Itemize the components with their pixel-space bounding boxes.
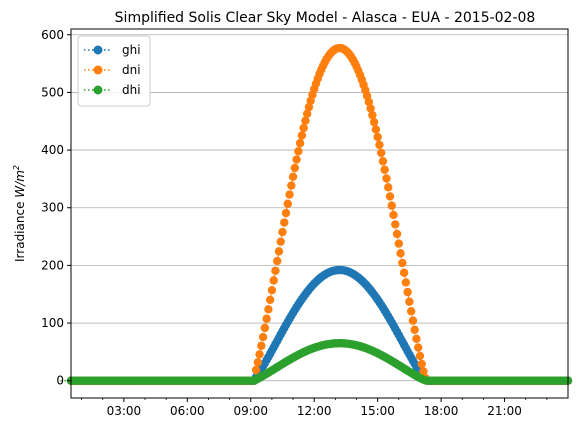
y-tick-label: 100 [41,316,64,330]
point-dni [278,227,287,237]
point-dni [417,359,426,369]
y-axis-label: Irradiance W/m2 [12,165,27,262]
x-tick-label: 03:00 [107,404,142,418]
x-tick-label: 06:00 [170,404,205,418]
point-dni [253,358,263,367]
point-dni [415,351,425,361]
legend-marker-ghi [93,45,103,55]
point-dni [299,123,308,133]
point-dni [405,297,414,306]
point-dni [406,307,416,316]
point-dni [304,102,314,112]
point-dni [368,110,377,120]
point-dni [376,148,386,158]
point-dni [373,132,382,142]
point-dni [396,249,405,258]
point-dni [287,181,296,190]
point-dni [281,208,291,218]
point-dni [302,109,312,118]
point-dni [251,365,261,375]
point-dni [389,210,398,220]
point-dni [385,192,395,201]
x-axis: 03:00 06:00 09:00 12:00 15:00 18:00 21:00 [81,398,548,418]
point-dni [375,140,384,150]
x-tick-label: 15:00 [360,404,395,418]
point-dni [294,147,303,156]
point-dni [394,239,404,248]
point-dni [285,190,294,199]
point-dni [262,314,271,323]
point-dni [382,174,391,183]
x-tick-label: 18:00 [424,404,459,418]
point-dni [269,276,278,285]
series-dhi [60,339,573,385]
point-dni [274,247,284,256]
y-tick-label: 500 [41,85,64,99]
point-dni [297,131,307,140]
point-dni [369,117,379,127]
legend: ghi dni dhi [77,35,151,107]
point-dni [410,325,419,335]
point-dni [419,367,428,376]
y-tick-label: 0 [56,374,64,388]
point-dni [412,334,421,344]
point-dni [414,343,423,352]
gridlines [71,34,568,382]
x-tick-label: 09:00 [233,404,268,418]
y-tick-label: 400 [41,143,64,157]
point-dni [392,229,402,239]
series-ghi [60,265,573,385]
point-dni [265,295,275,304]
point-dni [267,285,277,295]
point-dni [264,305,273,314]
plot-frame [70,28,569,399]
point-dni [258,332,268,342]
point-dni [364,97,374,107]
point-dni [391,220,400,229]
y-tick-label: 200 [41,258,64,272]
point-dni [260,323,270,333]
point-dni [280,218,289,227]
chart-title: Simplified Solis Clear Sky Model - Alasc… [115,10,536,26]
legend-marker-dni [93,65,103,75]
point-dni [366,104,375,113]
point-dni [384,183,393,192]
point-dni [255,350,264,359]
point-dni [283,199,292,208]
legend-marker-dhi [93,85,103,95]
y-tick-label: 300 [41,201,64,215]
series-layer [60,43,573,385]
point-dni [257,341,266,351]
point-dni [288,172,298,181]
point-dni [408,316,418,325]
point-dni [403,287,412,297]
point-dni [378,157,388,166]
point-dni [292,155,301,164]
x-tick-label: 21:00 [487,404,522,418]
point-dni [401,278,411,287]
y-axis: 0 100 200 300 400 500 600 [41,28,71,388]
point-dni [290,163,300,173]
x-tick-label: 12:00 [297,404,332,418]
point-dni [271,266,280,275]
point-dni [398,258,407,268]
y-tick-label: 600 [41,28,64,42]
point-dni [276,237,285,246]
point-dni [295,139,305,148]
point-dni [371,125,381,134]
point-dni [387,201,396,210]
point-dni [273,256,282,266]
point-dni [380,165,389,174]
legend-label-dhi: dhi [122,83,141,97]
legend-label-dni: dni [122,63,141,77]
point-dni [301,116,310,125]
point-dni [399,268,409,277]
legend-label-ghi: ghi [122,43,141,57]
